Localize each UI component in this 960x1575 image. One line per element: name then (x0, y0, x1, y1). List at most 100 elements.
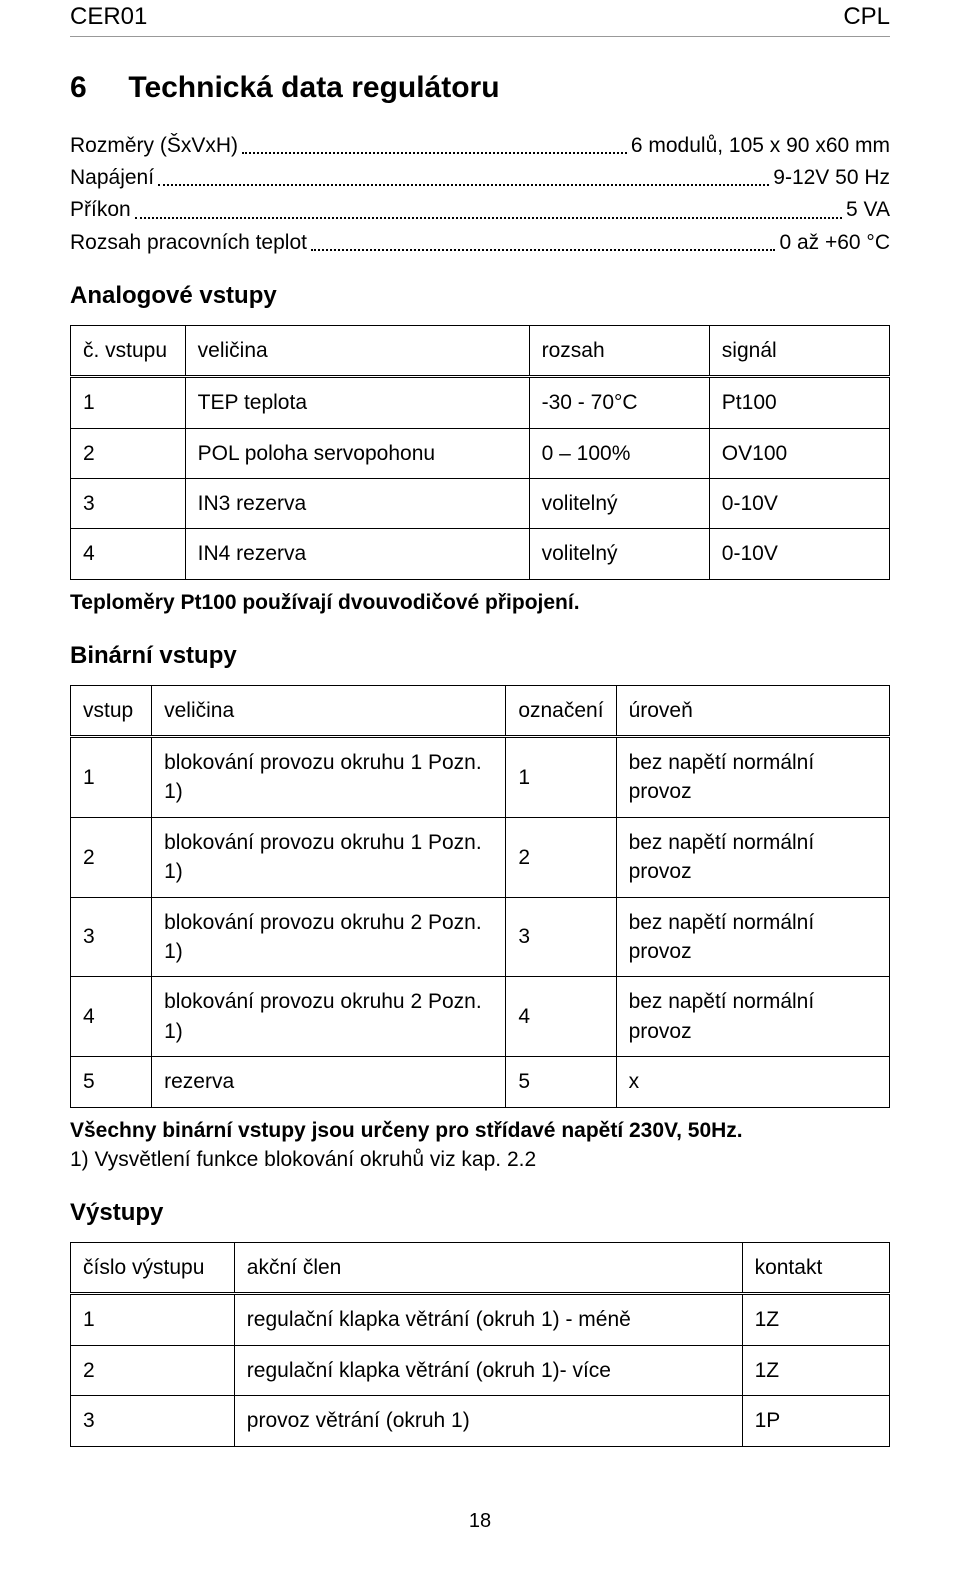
table-header-row: číslo výstupu akční člen kontakt (71, 1242, 890, 1293)
cell: 1 (71, 1294, 235, 1345)
spec-row: Rozsah pracovních teplot 0 až +60 °C (70, 228, 890, 257)
spec-value: 5 VA (846, 195, 890, 224)
table-row: 3 IN3 rezerva volitelný 0-10V (71, 478, 890, 528)
cell: blokování provozu okruhu 2 Pozn. 1) (152, 977, 506, 1057)
cell: regulační klapka větrání (okruh 1) - mén… (234, 1294, 742, 1345)
cell: OV100 (709, 428, 889, 478)
cell: IN4 rezerva (185, 529, 529, 579)
cell: provoz větrání (okruh 1) (234, 1396, 742, 1446)
dot-leader (135, 195, 842, 218)
spec-row: Příkon 5 VA (70, 195, 890, 224)
binary-inputs-table: vstup veličina označení úroveň 1 bloková… (70, 685, 890, 1108)
analog-inputs-table: č. vstupu veličina rozsah signál 1 TEP t… (70, 325, 890, 580)
table-row: 3 provoz větrání (okruh 1) 1P (71, 1396, 890, 1446)
col-header: vstup (71, 685, 152, 736)
table-row: 3 blokování provozu okruhu 2 Pozn. 1) 3 … (71, 897, 890, 977)
cell: 4 (71, 977, 152, 1057)
spec-label: Napájení (70, 163, 154, 192)
cell: 1 (506, 737, 616, 818)
table-header-row: vstup veličina označení úroveň (71, 685, 890, 736)
col-header: kontakt (742, 1242, 889, 1293)
cell: 2 (506, 817, 616, 897)
outputs-heading: Výstupy (70, 1196, 890, 1230)
header-left: CER01 (70, 0, 147, 34)
col-header: akční člen (234, 1242, 742, 1293)
table-row: 1 regulační klapka větrání (okruh 1) - m… (71, 1294, 890, 1345)
page-number: 18 (70, 1507, 890, 1535)
spec-label: Příkon (70, 195, 131, 224)
cell: 1Z (742, 1294, 889, 1345)
page-header: CER01 CPL (70, 0, 890, 37)
cell: 1 (71, 737, 152, 818)
cell: 0-10V (709, 478, 889, 528)
col-header: číslo výstupu (71, 1242, 235, 1293)
table-row: 2 regulační klapka větrání (okruh 1)- ví… (71, 1345, 890, 1395)
col-header: úroveň (616, 685, 889, 736)
binary-note-bold: Všechny binární vstupy jsou určeny pro s… (70, 1116, 890, 1145)
dot-leader (311, 228, 775, 251)
cell: 3 (71, 1396, 235, 1446)
col-header: veličina (185, 325, 529, 376)
col-header: signál (709, 325, 889, 376)
cell: blokování provozu okruhu 1 Pozn. 1) (152, 817, 506, 897)
col-header: č. vstupu (71, 325, 186, 376)
table-row: 4 blokování provozu okruhu 2 Pozn. 1) 4 … (71, 977, 890, 1057)
table-header-row: č. vstupu veličina rozsah signál (71, 325, 890, 376)
spec-row: Rozměry (ŠxVxH) 6 modulů, 105 x 90 x60 m… (70, 131, 890, 160)
cell: Pt100 (709, 377, 889, 428)
cell: 2 (71, 1345, 235, 1395)
cell: blokování provozu okruhu 2 Pozn. 1) (152, 897, 506, 977)
cell: 2 (71, 817, 152, 897)
section-title: Technická data regulátoru (128, 71, 499, 104)
binary-inputs-heading: Binární vstupy (70, 639, 890, 673)
analog-note: Teploměry Pt100 používají dvouvodičové p… (70, 588, 890, 617)
cell: bez napětí normální provoz (616, 897, 889, 977)
col-header: označení (506, 685, 616, 736)
cell: blokování provozu okruhu 1 Pozn. 1) (152, 737, 506, 818)
cell: POL poloha servopohonu (185, 428, 529, 478)
header-right: CPL (843, 0, 890, 34)
cell: 4 (506, 977, 616, 1057)
dot-leader (242, 131, 627, 154)
cell: 4 (71, 529, 186, 579)
cell: 5 (506, 1057, 616, 1107)
cell: 1P (742, 1396, 889, 1446)
section-heading: 6 Technická data regulátoru (70, 67, 890, 109)
col-header: rozsah (529, 325, 709, 376)
table-row: 1 blokování provozu okruhu 1 Pozn. 1) 1 … (71, 737, 890, 818)
table-row: 1 TEP teplota -30 - 70°C Pt100 (71, 377, 890, 428)
cell: bez napětí normální provoz (616, 737, 889, 818)
analog-inputs-heading: Analogové vstupy (70, 279, 890, 313)
table-row: 2 POL poloha servopohonu 0 – 100% OV100 (71, 428, 890, 478)
table-row: 4 IN4 rezerva volitelný 0-10V (71, 529, 890, 579)
cell: regulační klapka větrání (okruh 1)- více (234, 1345, 742, 1395)
cell: 3 (506, 897, 616, 977)
cell: bez napětí normální provoz (616, 817, 889, 897)
spec-value: 0 až +60 °C (779, 228, 890, 257)
col-header: veličina (152, 685, 506, 736)
spec-label: Rozsah pracovních teplot (70, 228, 307, 257)
cell: 0 – 100% (529, 428, 709, 478)
cell: x (616, 1057, 889, 1107)
spec-value: 6 modulů, 105 x 90 x60 mm (631, 131, 890, 160)
spec-value: 9-12V 50 Hz (773, 163, 890, 192)
spec-label: Rozměry (ŠxVxH) (70, 131, 238, 160)
cell: 1 (71, 377, 186, 428)
cell: -30 - 70°C (529, 377, 709, 428)
spec-row: Napájení 9-12V 50 Hz (70, 163, 890, 192)
cell: IN3 rezerva (185, 478, 529, 528)
binary-note-2: 1) Vysvětlení funkce blokování okruhů vi… (70, 1145, 890, 1174)
cell: 5 (71, 1057, 152, 1107)
section-number: 6 (70, 67, 120, 109)
table-row: 5 rezerva 5 x (71, 1057, 890, 1107)
cell: volitelný (529, 478, 709, 528)
cell: TEP teplota (185, 377, 529, 428)
cell: bez napětí normální provoz (616, 977, 889, 1057)
cell: 3 (71, 897, 152, 977)
outputs-table: číslo výstupu akční člen kontakt 1 regul… (70, 1242, 890, 1447)
cell: volitelný (529, 529, 709, 579)
cell: 1Z (742, 1345, 889, 1395)
cell: rezerva (152, 1057, 506, 1107)
cell: 3 (71, 478, 186, 528)
cell: 0-10V (709, 529, 889, 579)
